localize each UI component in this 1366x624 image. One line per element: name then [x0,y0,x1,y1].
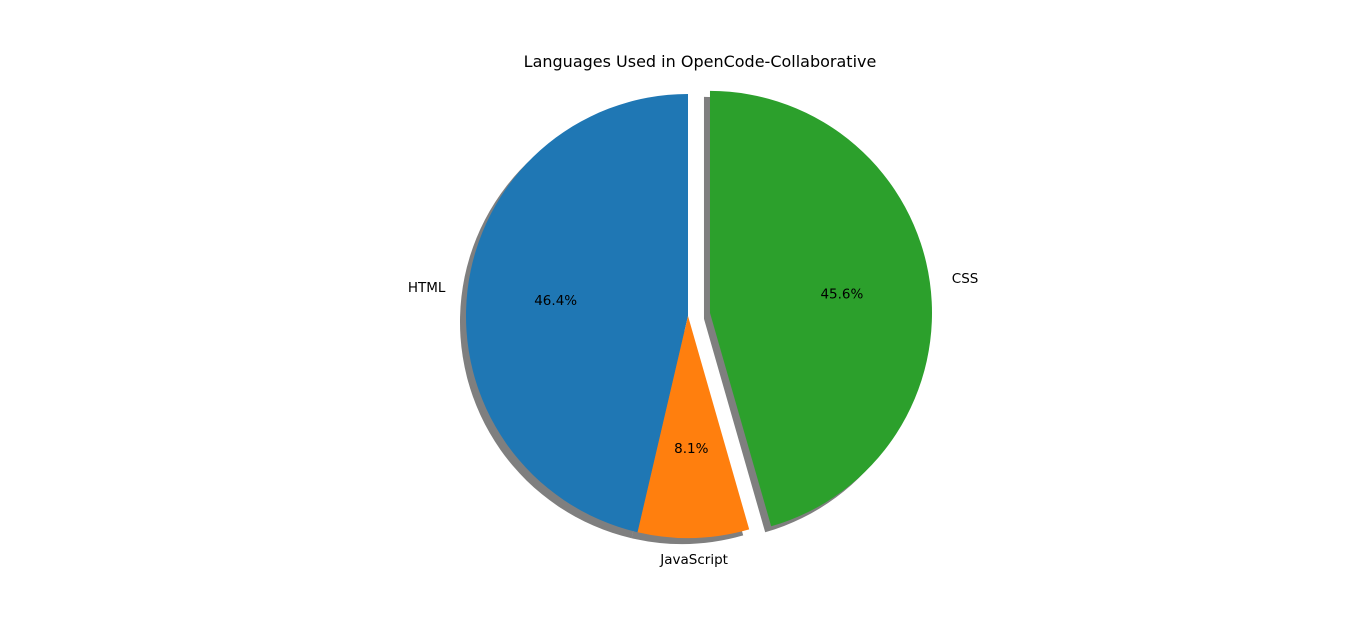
percent-label-javascript: 8.1% [674,441,708,457]
slice-html [465,94,688,533]
slice-css [709,90,932,527]
slice-label-html: HTML [408,280,446,296]
label-layer: HTML 46.4% JavaScript 8.1% CSS 45.6% [408,271,979,568]
percent-label-html: 46.4% [534,293,577,309]
percent-label-css: 45.6% [820,286,863,302]
chart-title: Languages Used in OpenCode-Collaborative [524,52,877,71]
slice-layer [465,90,932,539]
slice-label-javascript: JavaScript [659,552,728,568]
slice-javascript [637,316,750,539]
slice-label-css: CSS [952,271,979,287]
